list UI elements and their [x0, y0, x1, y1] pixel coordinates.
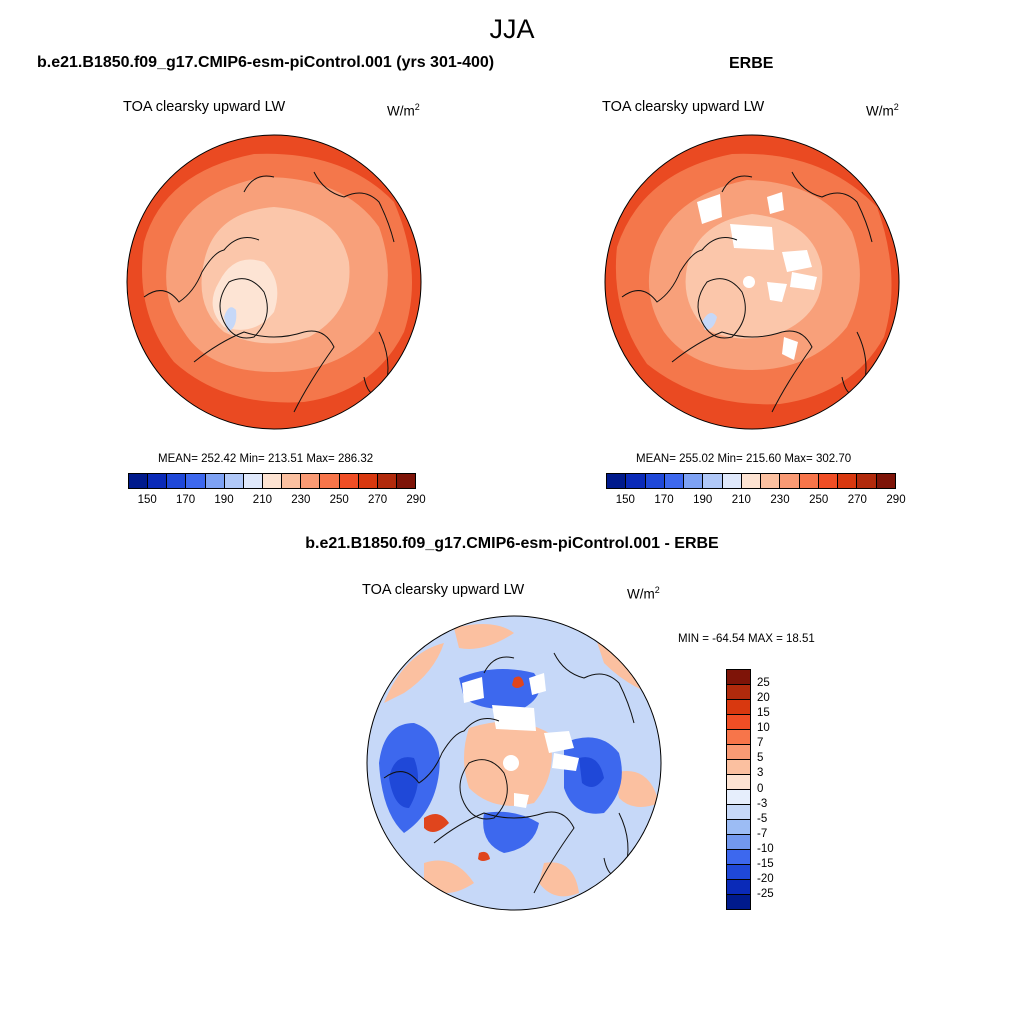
obs-colorbar: [606, 473, 896, 489]
colorbar-swatch: [727, 850, 750, 865]
colorbar-tick-label: 10: [757, 722, 770, 735]
colorbar-tick-label: 150: [137, 494, 157, 506]
colorbar-swatch: [377, 474, 397, 488]
colorbar-swatch: [262, 474, 283, 488]
model-variable-label: TOA clearsky upward LW: [123, 99, 286, 115]
colorbar-swatch: [358, 474, 378, 488]
diff-units: W/m2: [627, 585, 660, 602]
colorbar-tick-label: 210: [731, 494, 751, 506]
model-stats: MEAN= 252.42 Min= 213.51 Max= 286.32: [158, 453, 374, 465]
colorbar-swatch: [703, 474, 723, 488]
colorbar-tick-label: 290: [886, 494, 906, 506]
colorbar-swatch: [243, 474, 263, 488]
colorbar-tick-label: 170: [654, 494, 674, 506]
colorbar-swatch: [780, 474, 800, 488]
colorbar-swatch: [818, 474, 839, 488]
obs-stats: MEAN= 255.02 Min= 215.60 Max= 302.70: [636, 453, 852, 465]
obs-variable-label: TOA clearsky upward LW: [602, 99, 765, 115]
colorbar-swatch: [224, 474, 244, 488]
colorbar-swatch: [727, 715, 750, 730]
colorbar-tick-label: -5: [757, 812, 768, 825]
colorbar-swatch: [857, 474, 877, 488]
colorbar-tick-label: 5: [757, 752, 764, 765]
colorbar-swatch: [761, 474, 781, 488]
colorbar-tick-label: 3: [757, 767, 764, 780]
colorbar-swatch: [167, 474, 187, 488]
colorbar-tick-label: 20: [757, 692, 770, 705]
colorbar-swatch: [727, 670, 750, 685]
colorbar-swatch: [727, 865, 750, 880]
colorbar-tick-label: 230: [291, 494, 311, 506]
colorbar-swatch: [320, 474, 340, 488]
colorbar-tick-label: 270: [847, 494, 867, 506]
colorbar-swatch: [727, 775, 750, 790]
diff-polar-map: [366, 615, 662, 911]
colorbar-tick-label: -20: [757, 872, 774, 885]
colorbar-swatch: [727, 880, 750, 895]
model-polar-map: [126, 134, 422, 430]
colorbar-swatch: [301, 474, 321, 488]
colorbar-swatch: [282, 474, 302, 488]
colorbar-swatch: [727, 730, 750, 745]
model-case-title: b.e21.B1850.f09_g17.CMIP6-esm-piControl.…: [37, 54, 495, 71]
obs-case-title: ERBE: [729, 55, 774, 72]
diff-colorbar: [726, 669, 751, 910]
colorbar-tick-label: -10: [757, 842, 774, 855]
colorbar-swatch: [727, 760, 750, 775]
colorbar-tick-label: 270: [368, 494, 388, 506]
diff-variable-label: TOA clearsky upward LW: [362, 582, 525, 598]
colorbar-swatch: [396, 474, 416, 488]
colorbar-tick-label: 25: [757, 677, 770, 690]
colorbar-swatch: [607, 474, 627, 488]
colorbar-tick-label: 170: [176, 494, 196, 506]
colorbar-tick-label: 7: [757, 737, 764, 750]
colorbar-tick-label: -25: [757, 887, 774, 900]
colorbar-swatch: [727, 805, 750, 820]
colorbar-tick-label: 290: [406, 494, 426, 506]
colorbar-tick-label: 15: [757, 707, 770, 720]
model-colorbar: [128, 473, 416, 489]
obs-polar-map: [604, 134, 900, 430]
colorbar-swatch: [727, 895, 750, 909]
colorbar-swatch: [727, 745, 750, 760]
colorbar-tick-label: -15: [757, 857, 774, 870]
colorbar-tick-label: -7: [757, 827, 768, 840]
colorbar-swatch: [684, 474, 704, 488]
colorbar-swatch: [626, 474, 646, 488]
colorbar-swatch: [186, 474, 206, 488]
colorbar-tick-label: 210: [252, 494, 272, 506]
colorbar-swatch: [722, 474, 742, 488]
colorbar-swatch: [741, 474, 762, 488]
colorbar-swatch: [339, 474, 359, 488]
model-units: W/m2: [387, 102, 420, 119]
colorbar-swatch: [205, 474, 225, 488]
colorbar-swatch: [664, 474, 685, 488]
colorbar-swatch: [727, 835, 750, 850]
diff-stats: MIN = -64.54 MAX = 18.51: [678, 633, 815, 645]
colorbar-swatch: [148, 474, 168, 488]
colorbar-swatch: [727, 790, 750, 805]
colorbar-tick-label: -3: [757, 797, 768, 810]
colorbar-tick-label: 0: [757, 782, 764, 795]
colorbar-swatch: [876, 474, 895, 488]
colorbar-swatch: [727, 700, 750, 715]
colorbar-tick-label: 190: [214, 494, 234, 506]
colorbar-tick-label: 190: [693, 494, 713, 506]
colorbar-swatch: [645, 474, 665, 488]
colorbar-tick-label: 150: [615, 494, 635, 506]
colorbar-swatch: [129, 474, 149, 488]
colorbar-tick-label: 230: [770, 494, 790, 506]
diff-case-title: b.e21.B1850.f09_g17.CMIP6-esm-piControl.…: [305, 535, 719, 552]
colorbar-tick-label: 250: [329, 494, 349, 506]
colorbar-tick-label: 250: [809, 494, 829, 506]
colorbar-swatch: [727, 820, 750, 835]
colorbar-swatch: [727, 685, 750, 700]
colorbar-swatch: [799, 474, 819, 488]
figure-title: JJA: [489, 14, 535, 44]
obs-units: W/m2: [866, 102, 899, 119]
colorbar-swatch: [838, 474, 858, 488]
